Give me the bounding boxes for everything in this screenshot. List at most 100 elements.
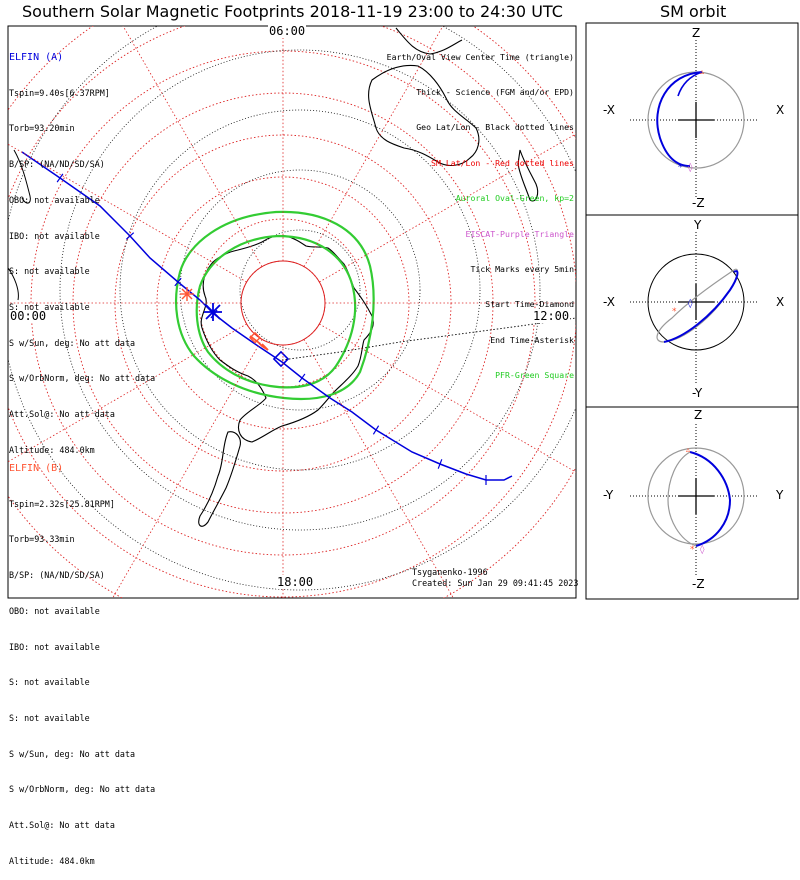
elfin-b-end-asterisk [180,287,194,301]
elfin-b-info-line: S: not available [9,677,90,688]
orbit-axis-label: Y [694,218,702,232]
elfin-a-info-line: S: not available [9,301,90,312]
orbit-axis-label: -X [603,295,615,309]
elfin-b-info-line: Att.Sol@: No att data [9,820,115,831]
elfin-a-track [21,151,513,481]
svg-text:▵: ▵ [700,67,704,76]
orbit-axis-label: Z [694,408,703,422]
legend-entry: Tick Marks every 5min [470,263,574,274]
elfin-a-info-panel: ELFIN (A) Tspin=9.40s[6.37RPM] Torb=93.2… [9,27,155,469]
elfin-a-name: ELFIN (A) [9,51,64,63]
elfin-a-tick [174,277,182,287]
sm-meridian-rays [8,26,576,598]
sm-orbit-panels: * ◊ ▵ * ◊ ▵ * ◊ [630,40,758,576]
svg-text:*: * [678,163,683,173]
sm-lat-circle [156,176,410,430]
elfin-a-end-asterisk [204,303,222,321]
africa-coastline [8,267,19,301]
legend-entry: EISCAT-Purple Triangle [465,228,574,239]
sm-lat-inner-circle [240,260,326,346]
orbit-axis-label: -Z [692,577,705,591]
antarctic-peninsula-coastline [198,431,241,527]
sm-meridian [122,26,263,267]
view-center-meridian [281,317,576,361]
legend-entry: PFR-Green Square [495,370,574,381]
sm-meridian [303,339,454,598]
legend-entry: Geo Lat/Lon - Black dotted lines [416,122,574,133]
sm-lat-circle [198,218,368,388]
sm-meridian [319,323,576,473]
antarctica-coastline [200,234,374,443]
australia-coastline [368,64,480,167]
elfin-a-info-line: S w/OrbNorm, deg: No att data [9,373,156,384]
elfin-a-info-line: Att.Sol@: No att data [9,409,115,420]
elfin-a-info-line: Altitude: 484.0km [9,444,95,455]
svg-text:◊: ◊ [700,544,705,555]
sm-lat-circle [30,50,536,556]
sm-meridian [112,339,263,598]
elfin-a-info-line: S w/Sun, deg: No att data [9,337,136,348]
elfin-a-start-diamond [272,350,290,368]
elfin-b-info-line: S w/Sun, deg: No att data [9,748,136,759]
auroral-oval-inner [195,234,357,389]
elfin-b-info-line: Altitude: 484.0km [9,855,95,866]
svg-text:*: * [690,545,695,555]
svg-text:◊: ◊ [688,298,693,309]
geo-lat-circle [239,229,361,351]
footprint-figure: * ◊ ▵ * ◊ ▵ * ◊ [7,22,799,600]
elfin-a-tick [372,425,380,435]
elfin-b-name: ELFIN (B) [9,462,64,474]
model-credit: Tsyganenko-1996 [412,567,488,577]
elfin-a-tick [56,173,64,183]
chart-title: Southern Solar Magnetic Footprints 2018-… [22,2,563,21]
legend-entry: Auroral Oval-Green, kp=2 [455,193,574,204]
elfin-a-info-line: S: not available [9,266,90,277]
orbit-axis-label: -Y [692,386,703,400]
elfin-b-track [249,335,269,351]
elfin-a-tick [125,232,135,240]
mlt-label-18: 18:00 [276,575,315,589]
sm-meridian [8,323,247,463]
australia-top-coastline [395,27,463,55]
elfin-b-start-diamond [249,331,261,344]
orbit-panel-xz: * ◊ ▵ [630,40,758,198]
orbit-axis-label: X [776,295,785,309]
elfin-a-info-line: IBO: not available [9,230,100,241]
elfin-a-info-line: B/SP: (NA/ND/SD/SA) [9,159,105,170]
legend-entry: Earth/Oval View Center Time (triangle) [386,51,574,62]
elfin-b-info-line: B/SP: (NA/ND/SD/SA) [9,570,105,581]
geo-lat-circle [179,169,421,411]
legend: Earth/Oval View Center Time (triangle) T… [387,28,574,394]
created-timestamp: Created: Sun Jan 29 09:41:45 2023 [412,578,579,588]
orbit-axis-label: Z [692,26,701,40]
sm-meridian [319,133,576,283]
legend-entry: SM Lat/Lon - Red dotted lines [431,157,574,168]
auroral-oval-outer [174,210,375,401]
elfin-a-tick [298,373,306,383]
orbit-axis-label: -X [603,103,615,117]
elfin-a-info-line: OBO: not available [9,194,100,205]
svg-text:▵: ▵ [686,445,690,454]
elfin-b-info-line: Tspin=2.32s[25.81RPM] [9,498,115,509]
mlt-label-00: 00:00 [9,309,48,323]
svg-text:*: * [672,307,677,317]
elfin-b-info-panel: ELFIN (B) Tspin=2.32s[25.81RPM] Torb=93.… [9,438,155,880]
elfin-a-tick [437,459,443,469]
nz-coastline [517,149,539,202]
legend-entry: Thick - Science (FGM and/or EPD) [416,86,574,97]
elfin-b-info-line: IBO: not available [9,641,100,652]
elfin-b-info-line: S: not available [9,712,90,723]
elfin-b-info-line: OBO: not available [9,605,100,616]
elfin-a-info-line: Tspin=9.40s[6.37RPM] [9,87,110,98]
orbit-panels-frame [585,22,799,600]
sm-meridian [303,26,444,267]
legend-entry: Start Time-Diamond [485,299,574,310]
svg-text:◊: ◊ [688,162,693,173]
south-america-tip [13,149,31,204]
geo-lat-lon-grid [8,26,576,591]
geo-lat-circle [119,109,481,471]
orbit-axis-label: X [776,103,785,117]
geo-lat-circle [8,26,576,591]
orbit-panel-yz: ▵ * ◊ [630,424,758,576]
orbit-panel-title: SM orbit [660,2,727,21]
